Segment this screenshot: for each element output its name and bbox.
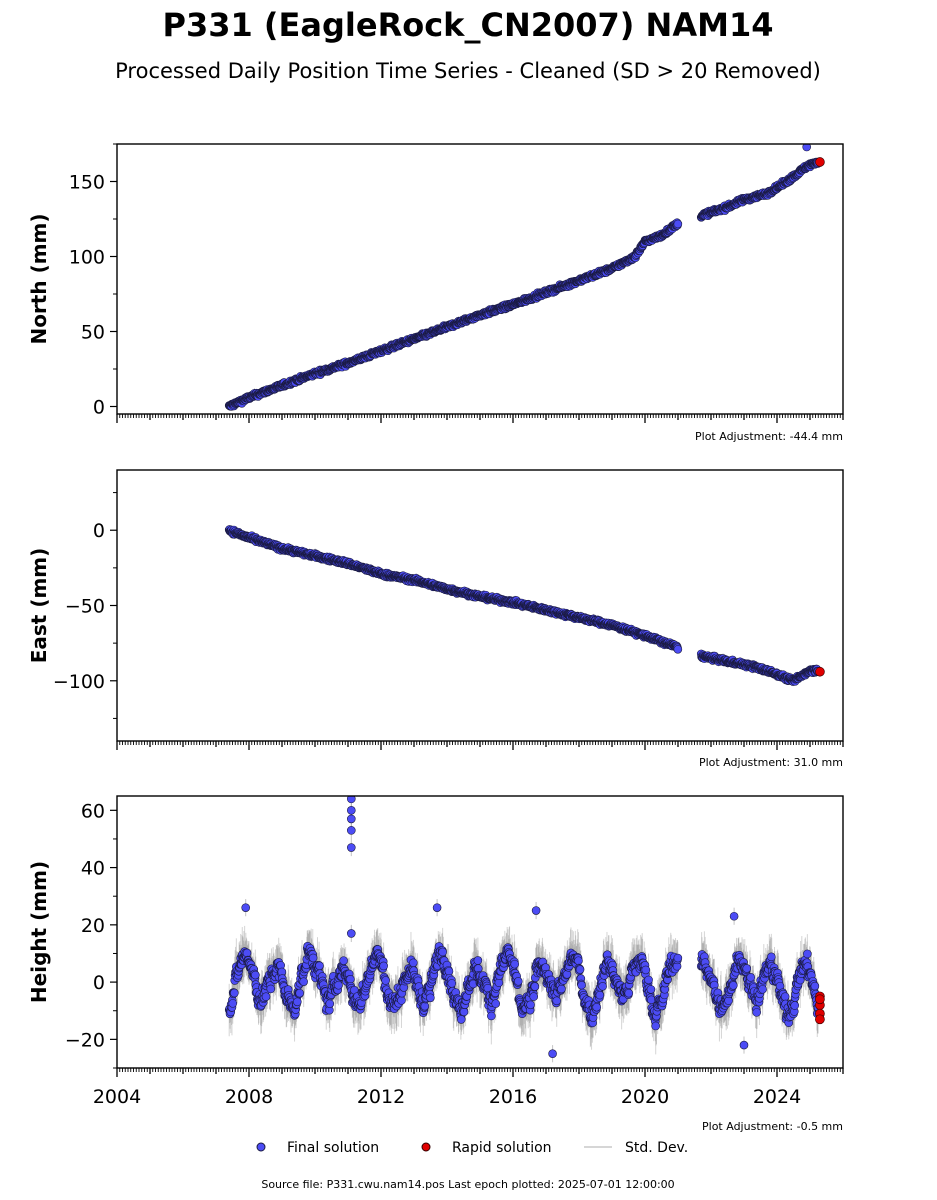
y-tick-label: 150 <box>69 172 105 194</box>
y-axis-label: North (mm) <box>27 213 51 344</box>
plot-area-east <box>224 525 825 687</box>
panels: 0 50 100 150 North (mm) Plot Adjustment: -44.… <box>27 143 844 1133</box>
y-tick-label: 0 <box>93 397 105 419</box>
panel-north: 0 50 100 150 North (mm) Plot Adjustment: -44.… <box>27 143 844 443</box>
y-tick-label: 50 <box>81 322 105 344</box>
final-points <box>224 144 823 411</box>
plot-adjustment-note: Plot Adjustment: -44.4 mm <box>695 430 843 443</box>
final-points <box>224 525 823 686</box>
rapid-points <box>815 157 825 167</box>
chart-title: P331 (EagleRock_CN2007) NAM14 <box>163 6 774 44</box>
final-point <box>673 219 683 229</box>
final-point <box>802 144 811 152</box>
rapid-point <box>815 157 825 167</box>
axes-frame <box>116 143 844 415</box>
chart-subtitle: Processed Daily Position Time Series - C… <box>115 59 821 83</box>
plot-area-north <box>224 144 825 411</box>
y-tick-label: 100 <box>69 247 105 269</box>
